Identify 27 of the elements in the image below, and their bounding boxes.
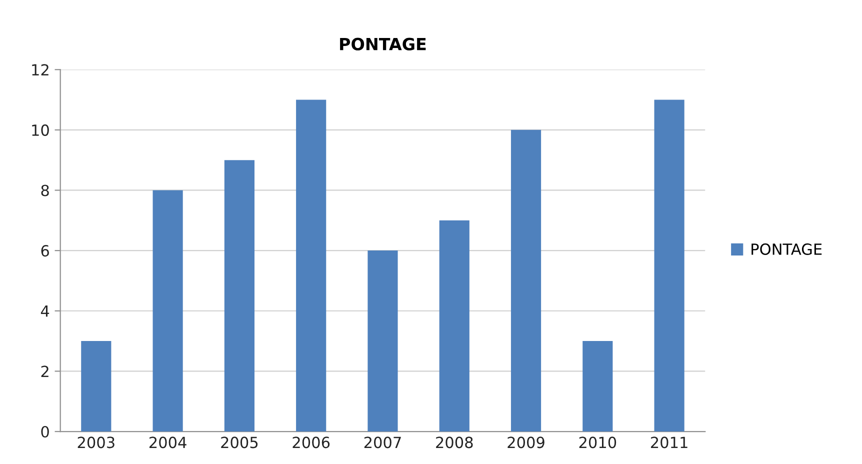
x-tick-label: 2006	[292, 436, 330, 448]
y-tick-label: 12	[32, 64, 48, 76]
y-tick-label: 10	[32, 124, 49, 136]
x-tick-label: 2007	[364, 436, 401, 448]
bar	[296, 100, 326, 432]
bar	[439, 220, 470, 432]
bar	[152, 190, 183, 432]
y-tick-label: 4	[40, 306, 50, 317]
bar	[654, 100, 684, 432]
x-tick-label: 2005	[221, 436, 258, 448]
y-tick-label: 2	[41, 366, 48, 378]
chart-title: PONTAGE	[340, 38, 426, 50]
y-tick-label: 0	[41, 426, 49, 438]
x-tick-label: 2009	[508, 436, 544, 448]
x-tick-label: 2004	[149, 436, 186, 448]
y-tick-label: 8	[41, 184, 49, 196]
x-tick-label: 2003	[78, 436, 114, 448]
bar	[368, 250, 398, 432]
legend-label: PONTAGE	[752, 243, 822, 255]
y-tick-label: 6	[41, 245, 49, 257]
bar	[81, 341, 112, 432]
bar	[510, 130, 542, 432]
bar	[582, 341, 613, 432]
x-tick-label: 2010	[579, 436, 616, 448]
bar	[224, 160, 254, 432]
x-tick-label: 2011	[650, 436, 688, 448]
x-tick-label: 2008	[436, 436, 473, 448]
